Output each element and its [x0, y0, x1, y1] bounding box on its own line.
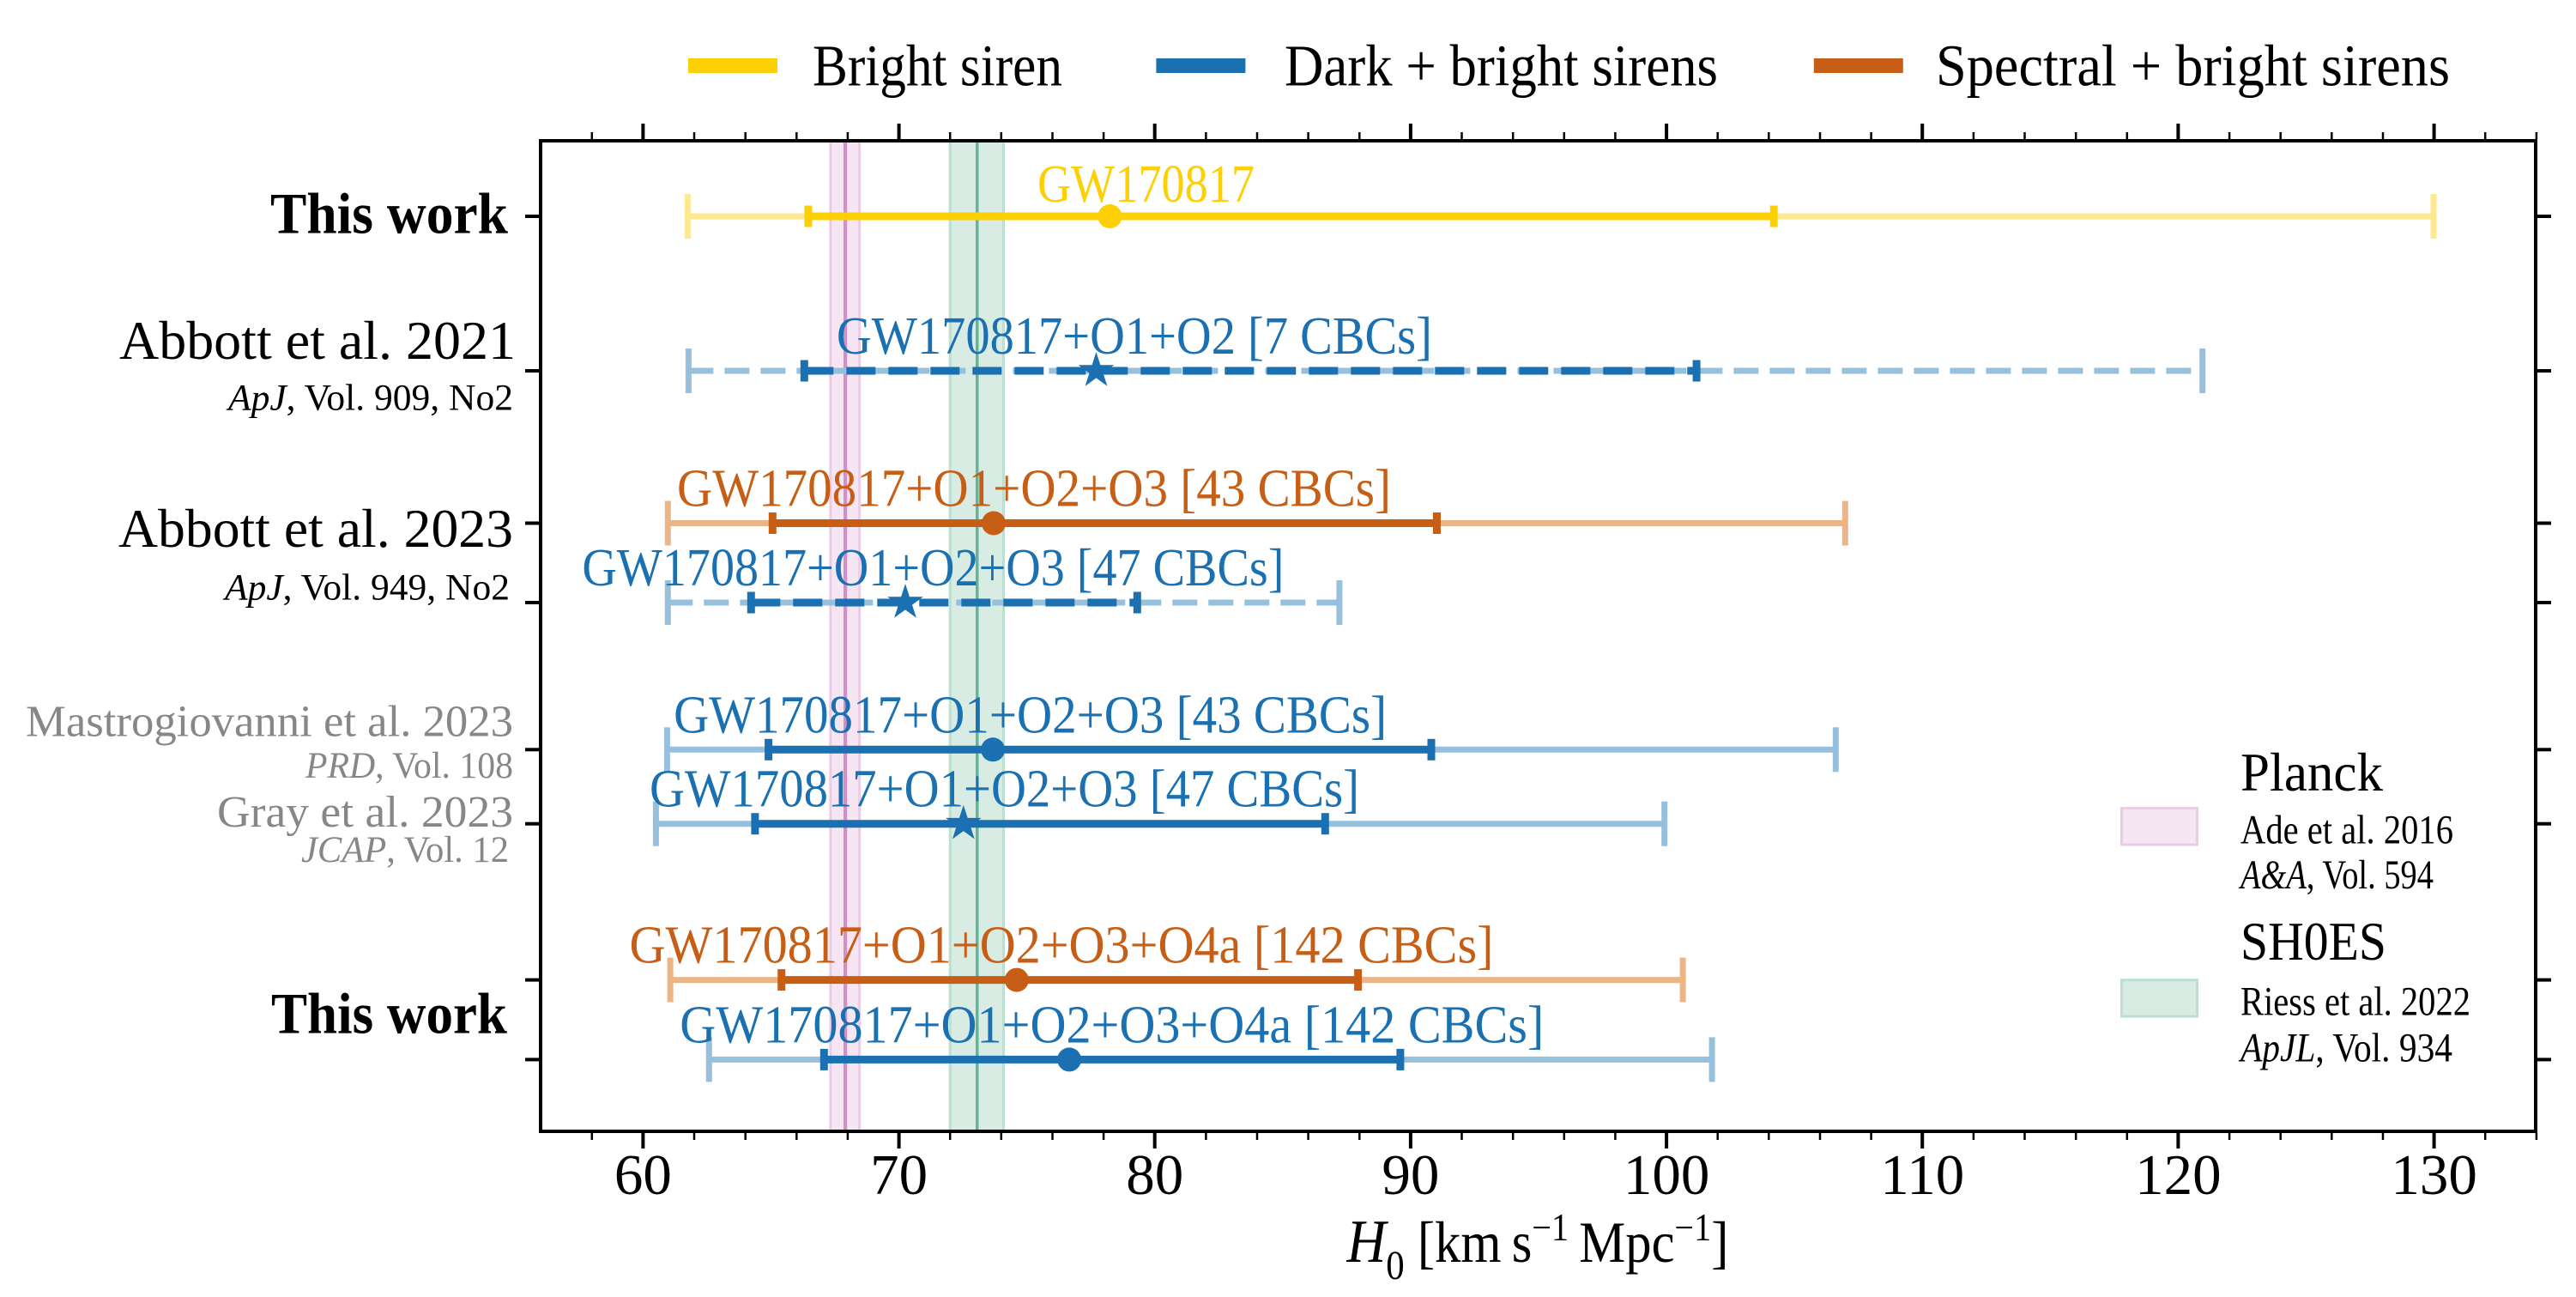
svg-text:A&A, Vol. 594: A&A, Vol. 594: [2239, 852, 2434, 898]
svg-text:SH0ES: SH0ES: [2240, 911, 2386, 972]
svg-text:ApJ, Vol. 949, No2: ApJ, Vol. 949, No2: [222, 568, 510, 609]
svg-text:GW170817: GW170817: [1037, 155, 1255, 214]
svg-text:GW170817+O1+O2+O3 [47 CBCs]: GW170817+O1+O2+O3 [47 CBCs]: [582, 539, 1284, 597]
svg-text:GW170817+O1+O2 [7 CBCs]: GW170817+O1+O2 [7 CBCs]: [837, 307, 1432, 366]
svg-text:Spectral + bright sirens: Spectral + bright sirens: [1936, 33, 2450, 99]
svg-text:ApJL, Vol. 934: ApJL, Vol. 934: [2238, 1026, 2452, 1071]
svg-text:Planck: Planck: [2240, 742, 2383, 803]
svg-text:110: 110: [1880, 1143, 1964, 1207]
svg-text:Abbott et al. 2021: Abbott et al. 2021: [119, 311, 516, 371]
svg-text:GW170817+O1+O2+O3+O4a [142 CBC: GW170817+O1+O2+O3+O4a [142 CBCs]: [680, 996, 1544, 1054]
svg-text:ApJ, Vol. 909, No2: ApJ, Vol. 909, No2: [226, 378, 513, 418]
svg-text:Ade et al. 2016: Ade et al. 2016: [2240, 807, 2453, 852]
svg-text:90: 90: [1382, 1143, 1439, 1207]
svg-text:GW170817+O1+O2+O3 [43 CBCs]: GW170817+O1+O2+O3 [43 CBCs]: [677, 460, 1391, 518]
svg-text:This work: This work: [271, 980, 507, 1045]
svg-text:Gray et al. 2023: Gray et al. 2023: [217, 788, 513, 837]
svg-text:H0 [km s−1 Mpc−1]: H0 [km s−1 Mpc−1]: [1346, 1206, 1729, 1288]
svg-text:PRD, Vol. 108: PRD, Vol. 108: [305, 746, 513, 786]
svg-text:130: 130: [2391, 1143, 2477, 1207]
svg-text:60: 60: [614, 1143, 672, 1207]
svg-text:70: 70: [870, 1143, 928, 1207]
svg-text:100: 100: [1624, 1143, 1710, 1207]
svg-text:Dark + bright sirens: Dark + bright sirens: [1285, 33, 1718, 99]
svg-text:JCAP, Vol. 12: JCAP, Vol. 12: [301, 830, 509, 870]
svg-text:This work: This work: [270, 180, 508, 245]
svg-text:120: 120: [2135, 1143, 2222, 1207]
svg-text:GW170817+O1+O2+O3 [47 CBCs]: GW170817+O1+O2+O3 [47 CBCs]: [650, 761, 1359, 819]
svg-text:Riess et al. 2022: Riess et al. 2022: [2240, 979, 2470, 1024]
svg-text:80: 80: [1126, 1143, 1183, 1207]
svg-text:Bright siren: Bright siren: [813, 33, 1062, 99]
svg-text:GW170817+O1+O2+O3+O4a [142 CBC: GW170817+O1+O2+O3+O4a [142 CBCs]: [630, 917, 1494, 975]
svg-text:Mastrogiovanni et al. 2023: Mastrogiovanni et al. 2023: [26, 698, 513, 747]
svg-text:Abbott et al. 2023: Abbott et al. 2023: [118, 499, 513, 559]
svg-text:GW170817+O1+O2+O3 [43 CBCs]: GW170817+O1+O2+O3 [43 CBCs]: [674, 686, 1387, 744]
